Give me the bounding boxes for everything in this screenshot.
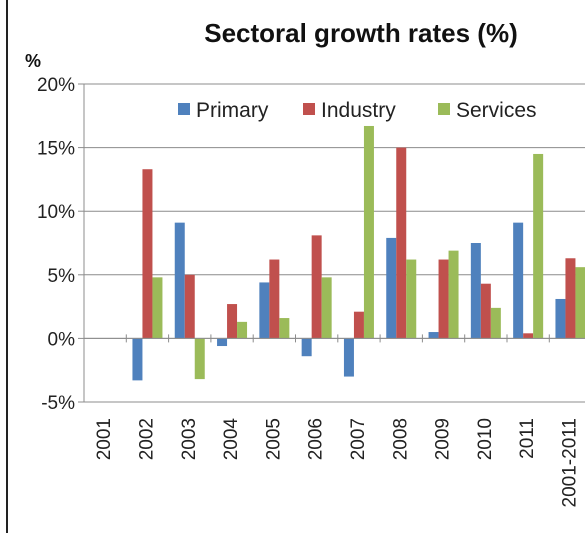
bar-industry-2007 — [353, 311, 364, 339]
chart-title: Sectoral growth rates (%) — [204, 18, 518, 48]
x-tick-label: 2009 — [433, 418, 454, 460]
axes — [78, 83, 585, 403]
y-tick-label: 10% — [37, 202, 75, 223]
bar-services-2003 — [194, 338, 205, 380]
bar-industry-2001-2011 — [565, 258, 576, 339]
x-tick-label: 2011 — [517, 418, 538, 459]
x-tick-labels: 2001 2002 2003 2004 2005 2006 2007 2008 2009 2010… — [94, 418, 580, 508]
y-tick-label: -5% — [41, 393, 75, 414]
legend-swatch-industry — [303, 103, 315, 115]
bar-services-2008 — [406, 259, 417, 339]
y-tick-label: 20% — [37, 75, 75, 96]
legend-label-primary: Primary — [196, 99, 269, 122]
y-tick-labels: -5% 0% 5% 10% 15% 20% — [37, 75, 75, 414]
bar-primary-2008 — [386, 237, 397, 339]
chart-frame: Sectoral growth rates (%) % -5% 0% 5% 10% 15… — [6, 0, 585, 533]
x-tick-label: 2005 — [263, 418, 284, 460]
bar-primary-2007 — [343, 338, 354, 377]
x-tick-label: 2006 — [306, 418, 327, 460]
bar-industry-2005 — [269, 259, 280, 339]
bar-services-2004 — [237, 321, 248, 339]
bar-primary-2011 — [513, 222, 524, 339]
bar-primary-2003 — [174, 222, 185, 339]
bar-services-2009 — [448, 250, 459, 339]
bar-industry-2004 — [227, 304, 238, 339]
bar-primary-2002 — [132, 338, 143, 381]
bar-industry-2011 — [523, 333, 534, 339]
x-tick-label: 2010 — [475, 418, 496, 460]
bar-primary-2001-2011 — [555, 298, 566, 339]
bar-industry-2003 — [184, 274, 195, 339]
bar-services-2001-2011 — [575, 267, 585, 339]
gridlines — [84, 83, 585, 403]
y-tick-label: 15% — [37, 139, 75, 160]
bar-services-2002 — [152, 277, 163, 339]
bar-industry-2002 — [142, 169, 153, 339]
bar-primary-2005 — [259, 282, 270, 339]
x-tick-label: 2007 — [348, 418, 369, 460]
bar-services-2006 — [321, 277, 332, 339]
x-tick-label: 2001-2011 — [559, 418, 580, 507]
bar-services-2007 — [363, 125, 374, 339]
bar-chart: Sectoral growth rates (%) % -5% 0% 5% 10% 15… — [25, 18, 585, 508]
bar-primary-2010 — [470, 243, 481, 339]
bar-industry-2006 — [311, 235, 322, 339]
legend-label-industry: Industry — [321, 99, 396, 122]
bar-primary-2006 — [301, 338, 312, 357]
bars — [132, 125, 585, 381]
x-tick-label: 2001 — [94, 418, 115, 460]
x-tick-label: 2003 — [179, 418, 200, 460]
x-tick-label: 2004 — [221, 418, 242, 461]
legend-swatch-services — [438, 103, 450, 115]
y-tick-label: 5% — [48, 266, 76, 287]
bar-industry-2008 — [396, 147, 407, 339]
bar-industry-2009 — [438, 259, 449, 339]
legend: Primary Industry Services — [178, 99, 537, 122]
legend-label-services: Services — [456, 99, 537, 122]
y-axis-label: % — [25, 51, 41, 71]
y-tick-label: 0% — [48, 329, 76, 350]
bar-services-2005 — [279, 318, 290, 339]
bar-primary-2009 — [428, 332, 439, 339]
bar-services-2010 — [490, 307, 501, 339]
bar-primary-2004 — [217, 338, 228, 347]
x-tick-label: 2008 — [390, 418, 411, 460]
bar-services-2011 — [533, 153, 544, 339]
bar-industry-2010 — [480, 283, 491, 339]
x-tick-label: 2002 — [136, 418, 157, 460]
legend-swatch-primary — [178, 103, 190, 115]
